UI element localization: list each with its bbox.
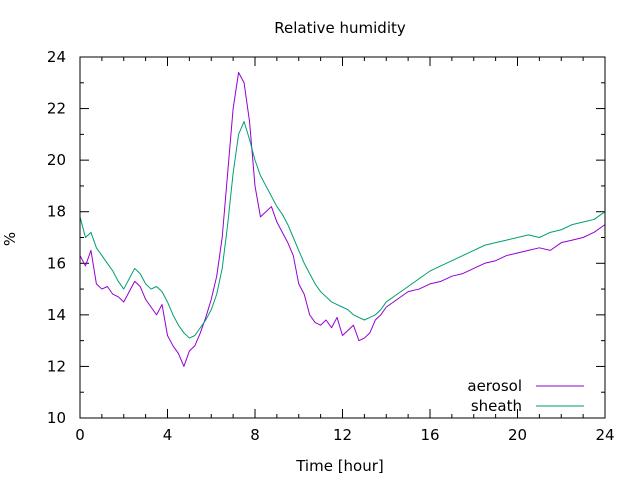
chart-title: Relative humidity bbox=[274, 19, 406, 37]
y-tick-label: 14 bbox=[47, 306, 66, 324]
legend-label-sheath: sheath bbox=[471, 397, 522, 415]
x-tick-label: 24 bbox=[595, 426, 614, 444]
plot-frame bbox=[79, 56, 606, 419]
legend-label-aerosol: aerosol bbox=[467, 377, 522, 395]
y-tick-label: 16 bbox=[47, 254, 66, 272]
x-tick-label: 20 bbox=[508, 426, 527, 444]
y-tick-label: 20 bbox=[47, 151, 66, 169]
x-axis-label: Time [hour] bbox=[295, 457, 384, 475]
series-line-aerosol bbox=[79, 71, 606, 367]
series-line-sheath bbox=[79, 120, 606, 339]
y-tick-label: 22 bbox=[47, 100, 66, 118]
legend: aerosol sheath bbox=[467, 377, 584, 415]
y-tick-label: 24 bbox=[47, 48, 66, 66]
x-tick-label: 8 bbox=[250, 426, 260, 444]
axis-ticks: 0 4 8 12 16 20 24 10 12 14 16 18 20 22 24 bbox=[47, 48, 615, 444]
y-tick-label: 10 bbox=[47, 409, 66, 427]
y-axis-label: % bbox=[1, 232, 19, 246]
series-lines bbox=[79, 71, 606, 367]
x-tick-label: 12 bbox=[333, 426, 352, 444]
y-tick-label: 12 bbox=[47, 357, 66, 375]
x-tick-label: 16 bbox=[420, 426, 439, 444]
x-tick-label: 0 bbox=[75, 426, 85, 444]
x-tick-label: 4 bbox=[163, 426, 173, 444]
y-tick-label: 18 bbox=[47, 203, 66, 221]
